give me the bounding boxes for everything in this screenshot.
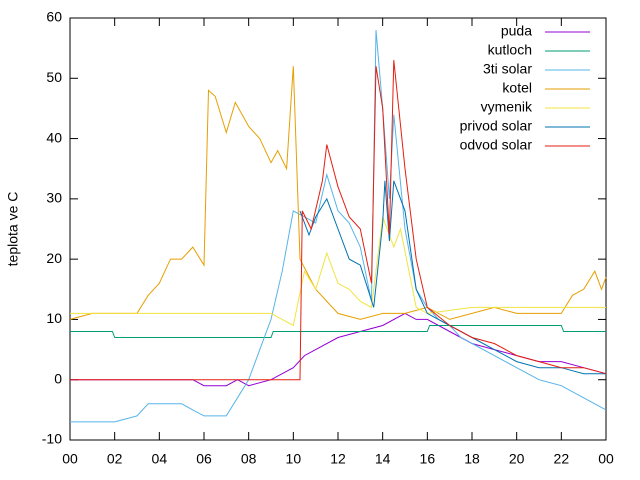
y-tick-label: 30 — [46, 190, 62, 206]
series-line — [69, 66, 607, 320]
x-tick-label: 18 — [464, 451, 480, 467]
legend-label: kotel — [502, 80, 532, 96]
y-tick-label: 10 — [46, 310, 62, 326]
x-tick-label: 06 — [196, 451, 212, 467]
x-tick-label: 12 — [330, 451, 346, 467]
legend-label: kutloch — [488, 42, 532, 58]
x-tick-label: 22 — [554, 451, 570, 467]
legend-label: vymenik — [481, 99, 533, 115]
legend-label: odvod solar — [460, 137, 533, 153]
x-tick-label: 02 — [107, 451, 123, 467]
x-tick-label: 14 — [375, 451, 391, 467]
x-tick-label: 00 — [62, 451, 78, 467]
legend-label: privod solar — [460, 118, 533, 134]
x-tick-label: 20 — [509, 451, 525, 467]
x-tick-label: 16 — [420, 451, 436, 467]
y-tick-label: 0 — [54, 370, 62, 386]
legend-label: puda — [501, 23, 532, 39]
series-line — [70, 216, 606, 327]
series-line — [70, 325, 606, 338]
legend-label: 3ti solar — [483, 61, 532, 77]
series-line — [70, 312, 607, 387]
y-tick-label: 20 — [46, 250, 62, 266]
x-tick-label: 00 — [598, 451, 614, 467]
x-tick-label: 10 — [286, 451, 302, 467]
series-line — [70, 30, 607, 423]
y-tick-label: 50 — [46, 69, 62, 85]
series-line — [299, 180, 606, 375]
x-tick-label: 04 — [152, 451, 168, 467]
y-axis-label: teplota ve C — [5, 192, 21, 267]
series-line — [70, 60, 607, 381]
y-tick-label: 60 — [46, 9, 62, 25]
x-tick-label: 08 — [241, 451, 257, 467]
y-tick-label: -10 — [42, 431, 62, 447]
y-tick-label: 40 — [46, 129, 62, 145]
